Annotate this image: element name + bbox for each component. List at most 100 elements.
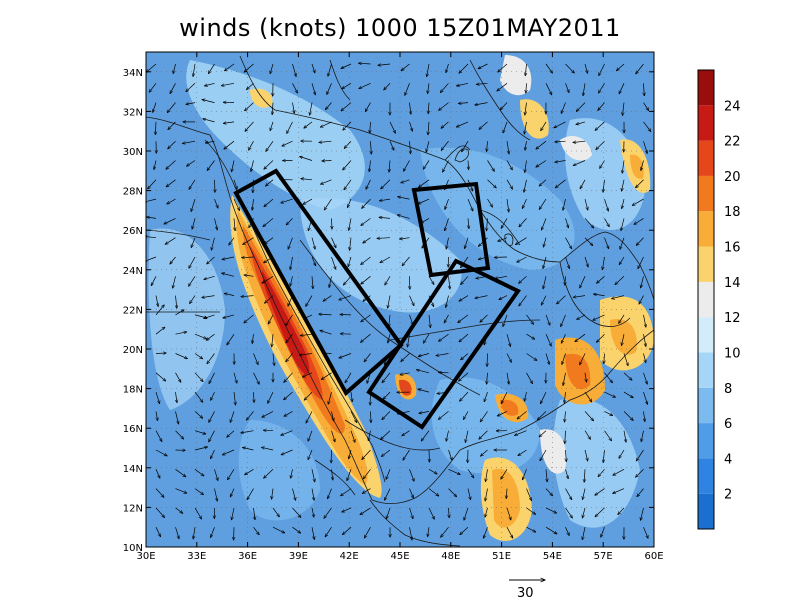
wind-vector	[282, 140, 293, 146]
wind-vector	[459, 333, 469, 342]
wind-vector	[146, 256, 157, 262]
wind-vector	[175, 469, 186, 477]
wind-vector	[526, 507, 536, 515]
wind-vector	[377, 238, 391, 239]
wind-vector	[146, 63, 157, 72]
wind-vector	[292, 507, 301, 518]
wind-vector	[595, 121, 605, 131]
wind-vector	[525, 141, 527, 150]
wind-vector	[320, 121, 332, 127]
wind-vector	[428, 507, 434, 519]
wind-vector	[525, 160, 527, 173]
wind-vector	[506, 160, 512, 170]
wind-vector	[383, 391, 391, 399]
wind-vector	[580, 276, 586, 288]
wind-vector	[599, 63, 605, 76]
wind-vector	[311, 237, 315, 250]
wind-vector	[641, 276, 644, 288]
wind-vector	[360, 507, 371, 515]
wind-vector	[584, 391, 592, 402]
wind-vector	[155, 507, 165, 518]
wind-vector	[253, 372, 260, 385]
wind-vector	[506, 334, 511, 346]
wind-vector	[643, 334, 646, 346]
wind-vector	[613, 488, 625, 494]
wind-vector	[175, 372, 181, 383]
wind-vector	[194, 507, 202, 519]
wind-vector	[639, 295, 644, 304]
wind-vector	[229, 237, 235, 245]
wind-vector	[349, 449, 352, 459]
wind-vector	[292, 488, 296, 501]
wind-vector	[402, 256, 410, 266]
wind-vector	[401, 179, 410, 183]
wind-vector	[155, 327, 165, 335]
wind-vector	[522, 469, 527, 480]
wind-vector	[286, 353, 293, 362]
wind-vector	[419, 411, 430, 413]
lat-tick-label: 30N	[123, 147, 143, 158]
wind-vector	[361, 314, 371, 322]
wind-vector	[155, 121, 156, 135]
wind-vector	[641, 430, 644, 442]
wind-vector	[155, 372, 166, 381]
wind-vector	[485, 488, 488, 501]
wind-vector	[273, 353, 274, 366]
wind-vector	[168, 121, 176, 130]
wind-vector	[506, 372, 509, 385]
wind-vector	[480, 411, 488, 422]
wind-vector	[598, 469, 605, 476]
wind-vector	[563, 199, 566, 210]
lon-tick-label: 57E	[594, 551, 613, 562]
wind-vector	[555, 141, 566, 142]
wind-vector	[332, 218, 333, 229]
wind-vector	[192, 218, 196, 229]
wind-vector	[619, 256, 625, 265]
wind-vector	[517, 411, 527, 419]
wind-vector	[379, 217, 391, 218]
wind-vector	[324, 507, 332, 519]
wind-vector	[194, 488, 204, 495]
wind-vector	[209, 372, 215, 384]
wind-vector	[465, 430, 469, 443]
colorbar-swatch	[698, 387, 714, 424]
wind-vector	[566, 449, 567, 462]
wind-vector	[419, 179, 430, 188]
wind-vector	[545, 488, 553, 496]
wind-vector	[342, 526, 352, 535]
wind-vector	[193, 63, 196, 77]
wind-vector	[479, 430, 488, 440]
wind-vector	[458, 314, 469, 323]
wind-vector	[331, 411, 334, 421]
wind-vector	[526, 372, 533, 384]
wind-vector	[344, 179, 352, 190]
analysis-box-south	[366, 258, 521, 430]
colorbar-label: 18	[724, 205, 741, 220]
wind-vector	[458, 103, 469, 104]
wind-vector	[541, 218, 547, 230]
wind-vector	[327, 83, 332, 94]
wind-vector	[311, 63, 315, 73]
wind-vector	[541, 121, 547, 131]
wind-vector	[191, 237, 196, 248]
lon-tick-label: 48E	[441, 551, 460, 562]
wind-vector	[170, 256, 176, 264]
wind-vector	[311, 488, 314, 501]
wind-vector	[506, 488, 507, 499]
wind-vector	[503, 121, 508, 133]
wind-vector	[288, 237, 293, 249]
wind-vector	[211, 527, 215, 537]
lat-tick-label: 24N	[123, 266, 143, 277]
wind-vector	[465, 237, 469, 249]
wind-vector	[155, 488, 164, 498]
wind-vector	[526, 333, 535, 339]
wind-vector	[320, 330, 332, 335]
wind-vector	[281, 430, 293, 436]
wind-vector	[149, 83, 157, 92]
wind-vector	[604, 353, 605, 364]
wind-vector	[479, 121, 488, 129]
wind-vector	[564, 392, 565, 403]
wind-vector	[498, 63, 508, 72]
wind-vector	[402, 430, 410, 436]
wind-vector	[155, 391, 160, 404]
